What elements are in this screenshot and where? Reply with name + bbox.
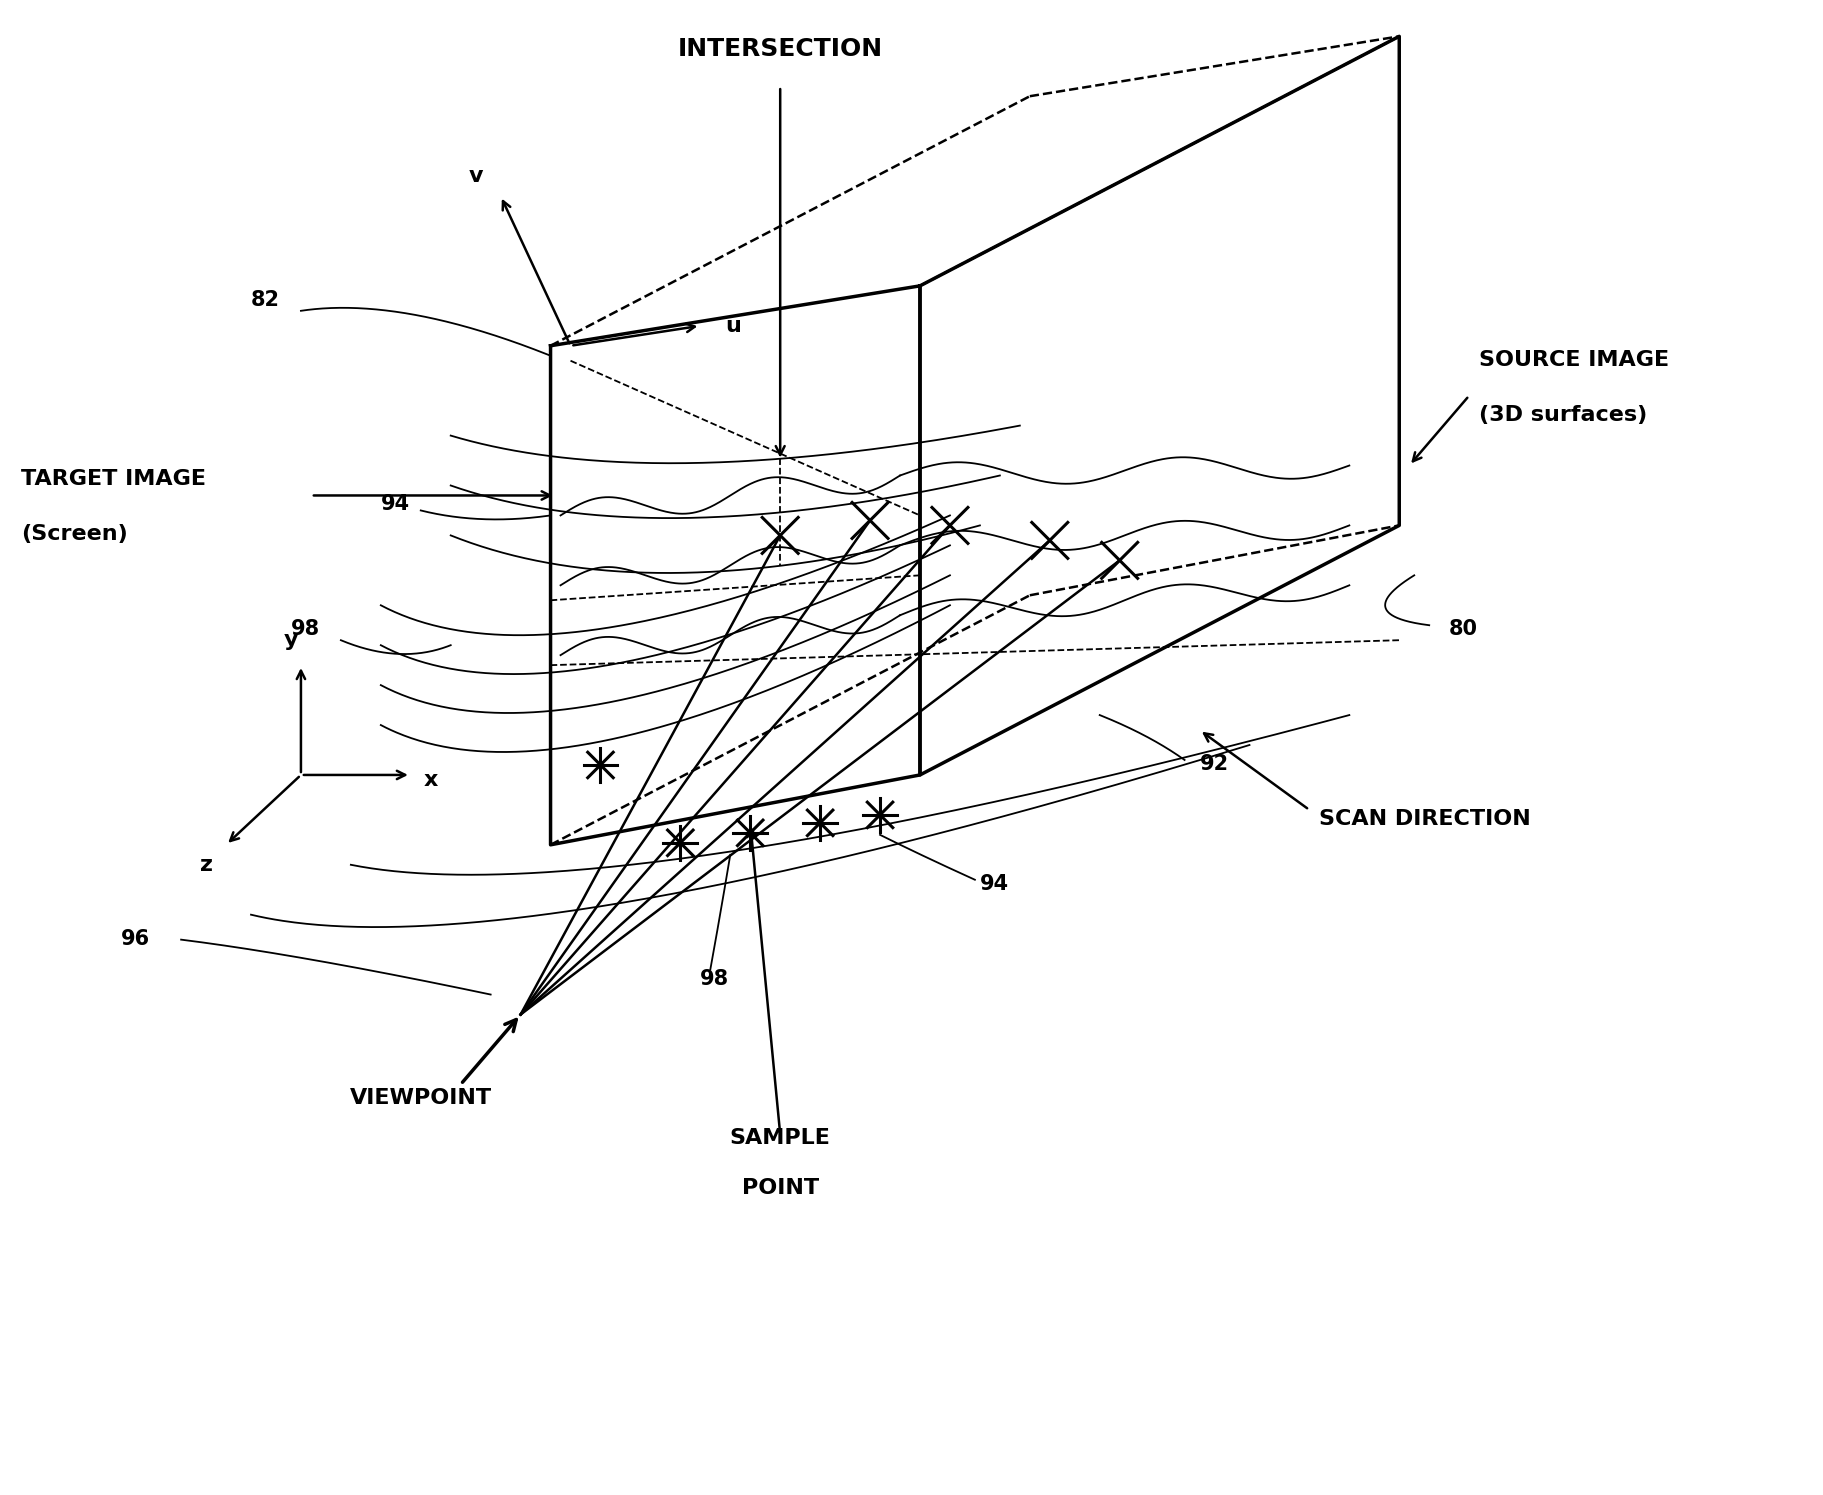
Text: 94: 94 — [981, 873, 1008, 894]
Text: x: x — [423, 770, 438, 789]
Text: SCAN DIRECTION: SCAN DIRECTION — [1320, 809, 1531, 828]
Text: 94: 94 — [381, 495, 410, 514]
Text: SAMPLE: SAMPLE — [729, 1129, 831, 1148]
Text: 92: 92 — [1200, 753, 1229, 774]
Text: 80: 80 — [1449, 619, 1478, 640]
Text: (3D surfaces): (3D surfaces) — [1478, 405, 1648, 425]
Text: y: y — [284, 631, 299, 650]
Text: VIEWPOINT: VIEWPOINT — [350, 1088, 492, 1108]
Text: TARGET IMAGE: TARGET IMAGE — [22, 469, 206, 489]
Text: 98: 98 — [700, 969, 729, 988]
Text: INTERSECTION: INTERSECTION — [678, 37, 882, 61]
Text: SOURCE IMAGE: SOURCE IMAGE — [1478, 350, 1670, 369]
Text: (Screen): (Screen) — [22, 525, 128, 544]
Text: z: z — [199, 855, 213, 875]
Text: POINT: POINT — [742, 1178, 819, 1197]
Text: 96: 96 — [120, 928, 149, 949]
Text: v: v — [469, 166, 483, 185]
Text: u: u — [726, 315, 742, 336]
Text: 98: 98 — [292, 619, 321, 640]
Text: 82: 82 — [252, 290, 281, 309]
